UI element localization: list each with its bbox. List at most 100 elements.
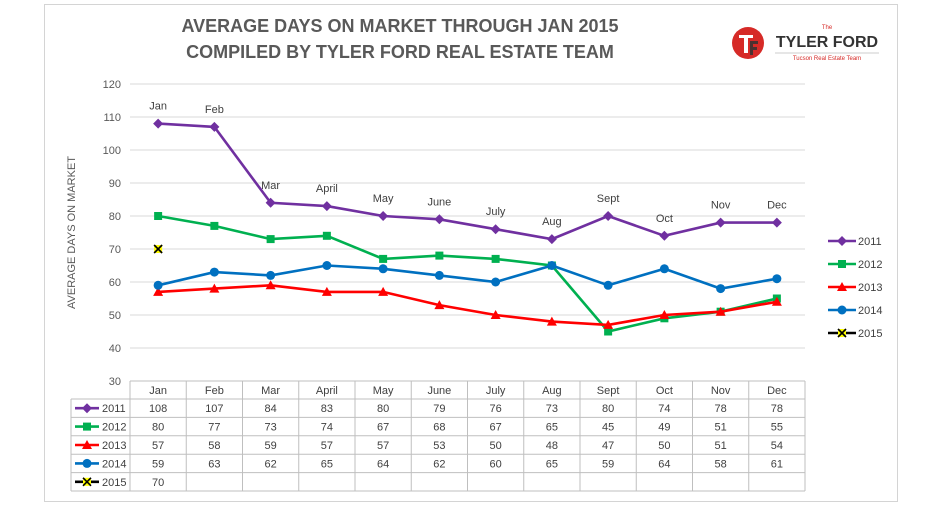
y-tick-label: 90 [109,178,121,190]
table-cell: 78 [771,403,783,415]
y-tick-label: 30 [109,376,121,388]
logo-brand-text: TYLER FORD [776,34,878,51]
table-cell: 51 [715,440,727,452]
point-2011-Aug [546,234,557,245]
table-cell: 108 [149,403,167,415]
point-2011-April [321,201,332,212]
table-cell: 60 [490,458,502,470]
y-tick-label: 110 [103,112,121,124]
table-cell: 62 [265,458,277,470]
series-line-2014 [157,264,778,290]
table-cell: 65 [546,422,558,434]
y-tick-label: 40 [109,343,121,355]
table-cell: 50 [490,440,502,452]
table-legend-marker-2011 [82,403,92,414]
point-2011-Dec [771,217,782,228]
legend-label: 2011 [858,236,882,248]
table-series-name: 2015 [102,477,126,489]
table-cell: 51 [715,422,727,434]
point-2013-June [434,300,445,310]
table-cell: 45 [602,422,614,434]
table-cell: 50 [658,440,670,452]
table-cell: 53 [433,440,445,452]
table-cell: 67 [377,422,389,434]
point-2013-April [321,286,332,296]
legend-marker-2012 [838,260,846,268]
table-cell: 73 [265,422,277,434]
series-line-2012 [157,214,778,333]
table-cell: 47 [602,440,614,452]
table-cell: 57 [377,440,389,452]
table-legend-marker-2012 [83,422,91,431]
point-2012-May [379,254,388,263]
x-tick-label: Oct [656,385,673,397]
data-label-June: June [427,196,451,208]
point-2014-Oct [659,264,669,274]
point-2012-Jan [154,212,163,220]
point-2011-Sept [603,211,614,221]
data-label-May: May [373,193,394,205]
data-label-Aug: Aug [542,216,562,228]
series-line-2013 [158,283,778,327]
point-2011-Jan [153,118,164,129]
table-legend-marker-2013 [82,440,92,449]
data-label-Sept: Sept [597,193,620,205]
x-tick-label: July [486,385,506,397]
tyler-ford-logo: The TYLER FORD Tucson Real Estate Team [732,25,879,62]
table-cell: 80 [152,422,164,434]
table-cell: 83 [321,403,333,415]
x-tick-label: June [427,385,451,397]
legend-label: 2013 [858,282,882,294]
point-2012-July [491,254,500,263]
table-cell: 63 [208,458,220,470]
table-cell: 61 [771,458,783,470]
logo-small-text: The [822,25,833,31]
point-2015-Jan-stroke [153,244,163,254]
table-series-name: 2014 [102,458,126,470]
point-2012-Feb [210,221,219,230]
series-line-2011 [158,122,777,241]
table-cell: 57 [152,440,164,452]
point-2013-Mar [265,280,276,290]
point-2013-Sept [603,319,614,329]
x-tick-label: Aug [542,385,562,397]
point-2013-Feb [209,283,220,293]
data-label-Feb: Feb [205,104,224,116]
point-2013-Aug [546,316,557,326]
point-2014-Feb [209,267,219,277]
table-cell: 107 [205,403,223,415]
chart-title-line-2: COMPILED BY TYLER FORD REAL ESTATE TEAM [186,42,614,62]
table-cell: 54 [771,440,783,452]
point-2014-Dec [772,274,782,284]
point-2013-July [490,310,501,319]
y-tick-label: 80 [109,211,121,223]
point-2014-Mar [266,270,276,280]
legend-marker-2014 [837,305,847,315]
y-tick-label: 50 [109,310,121,322]
y-axis-label: AVERAGE DAYS ON MARKET [66,156,78,309]
point-2011-Nov [715,217,726,228]
x-tick-label: Feb [205,385,224,397]
table-cell: 70 [152,477,164,489]
y-tick-label: 100 [103,145,121,157]
point-2014-Jan [153,280,163,290]
table-cell: 58 [715,458,727,470]
point-2014-July [491,277,501,287]
table-cell: 62 [433,458,445,470]
table-cell: 59 [265,440,277,452]
x-tick-label: Jan [149,385,167,397]
legend-marker-2011 [837,236,847,246]
y-tick-label: 70 [109,244,121,256]
table-series-name: 2011 [102,403,126,415]
x-tick-label: Nov [711,385,731,397]
point-2013-Nov [715,306,726,316]
point-2013-Jan [153,286,164,296]
point-2014-April [322,261,332,270]
data-label-Nov: Nov [711,200,731,212]
table-cell: 55 [771,422,783,434]
table-cell: 84 [265,403,277,415]
point-2011-Mar [265,197,276,208]
legend-label: 2014 [858,305,882,317]
x-tick-label: Dec [767,385,787,397]
